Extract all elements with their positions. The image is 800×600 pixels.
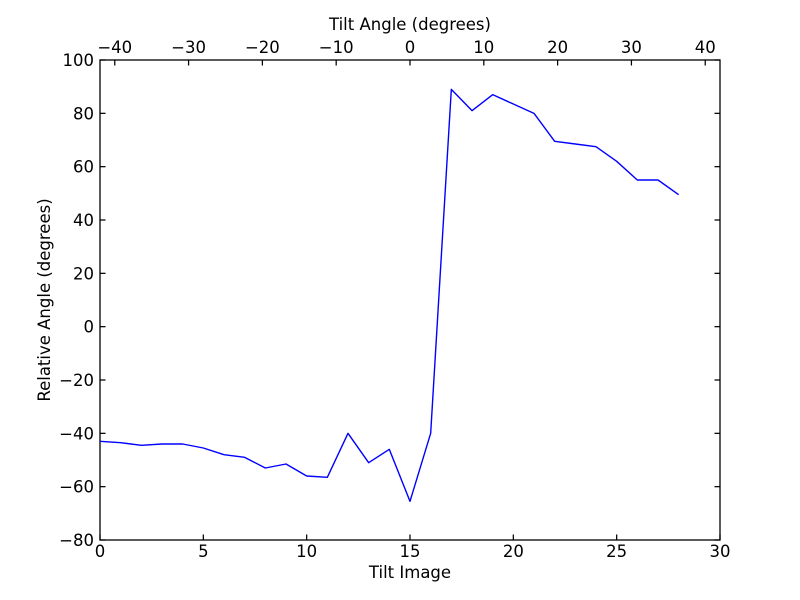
tick-label: 40 (695, 38, 716, 57)
tick-label: −30 (171, 38, 206, 57)
tick-label: −10 (319, 38, 354, 57)
y-axis-tick-labels: 100 80 60 40 20 0 −20 −40 −60 −80 (59, 51, 94, 550)
data-line (99, 88, 680, 503)
tick-label: −20 (59, 371, 94, 390)
tick-label: −20 (245, 38, 280, 57)
tick-label: 30 (621, 38, 642, 57)
tick-label: 60 (73, 158, 94, 177)
top-axis-title: Tilt Angle (degrees) (328, 15, 491, 34)
tick-label: 5 (198, 542, 209, 561)
tick-label: −80 (59, 531, 94, 550)
tick-label: −40 (97, 38, 132, 57)
x-axis-top-tick-labels: −40 −30 −20 −10 0 10 20 30 40 (97, 38, 715, 57)
tick-label: 0 (405, 38, 416, 57)
tick-label: −60 (59, 478, 94, 497)
bottom-axis-title: Tilt Image (368, 563, 451, 582)
tick-label: 100 (63, 51, 95, 70)
tick-label: 20 (503, 542, 524, 561)
x-axis-bottom-ticks (99, 534, 721, 540)
tick-label: 25 (606, 542, 627, 561)
tick-label: 80 (73, 104, 94, 123)
tick-label: 0 (95, 542, 106, 561)
tick-label: 15 (400, 542, 421, 561)
tick-label: 10 (296, 542, 317, 561)
y-axis-left-ticks (100, 59, 106, 541)
plot-border (99, 59, 721, 541)
tick-label: 0 (84, 318, 95, 337)
tick-label: 20 (547, 38, 568, 57)
tick-label: −40 (59, 424, 94, 443)
y-axis-right-ticks (714, 59, 720, 541)
tick-label: 40 (73, 211, 94, 230)
tick-label: 30 (710, 542, 731, 561)
x-axis-top-ticks (114, 60, 706, 66)
tick-label: 10 (473, 38, 494, 57)
tick-label: 20 (73, 264, 94, 283)
x-axis-bottom-tick-labels: 0 5 10 15 20 25 30 (95, 542, 731, 561)
y-axis-title: Relative Angle (degrees) (35, 198, 54, 401)
